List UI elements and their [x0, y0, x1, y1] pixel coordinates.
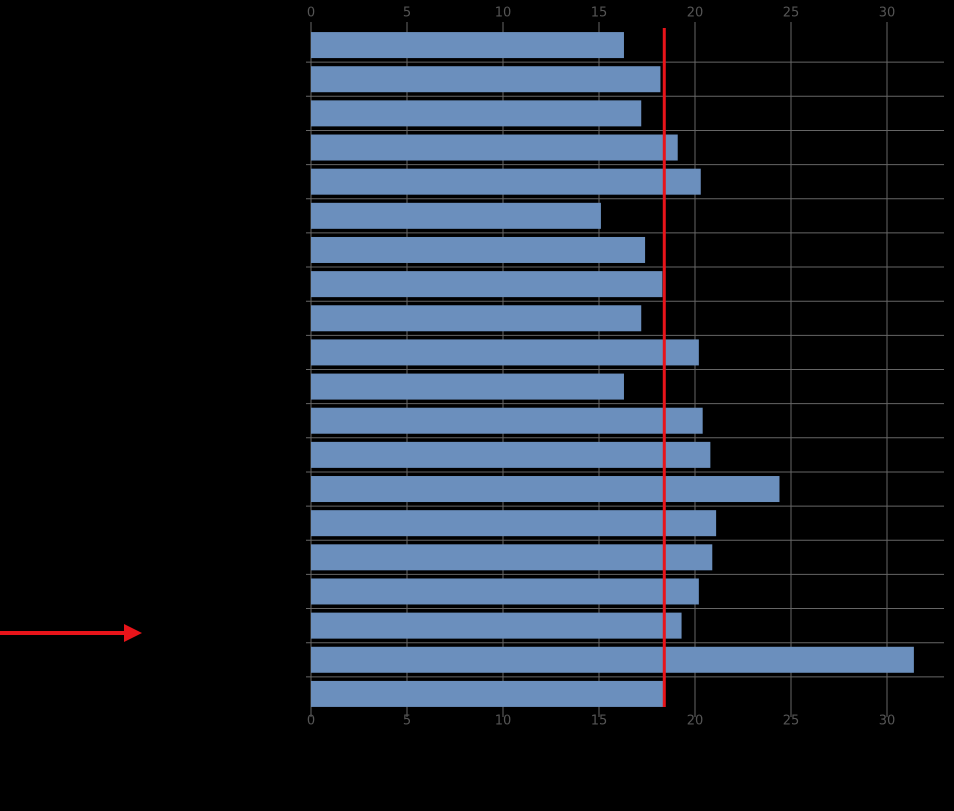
bar — [311, 271, 663, 298]
bar — [311, 100, 642, 127]
bar — [311, 441, 711, 468]
x-tick-label: 5 — [403, 6, 411, 21]
x-tick-label: 0 — [307, 6, 315, 21]
bar — [311, 646, 914, 673]
bar — [311, 32, 624, 59]
bar — [311, 168, 701, 195]
bar — [311, 202, 601, 229]
x-tick-label: 30 — [879, 6, 896, 21]
bar — [311, 407, 703, 434]
x-tick-label: 10 — [495, 714, 512, 729]
x-tick-label: 30 — [879, 714, 896, 729]
bar — [311, 236, 646, 263]
bar — [311, 612, 682, 639]
x-tick-label: 0 — [307, 714, 315, 729]
x-tick-label: 25 — [783, 714, 800, 729]
bar — [311, 476, 780, 503]
pointer-arrow — [0, 624, 142, 642]
bar — [311, 680, 665, 707]
bar — [311, 544, 713, 571]
x-tick-label: 20 — [687, 714, 704, 729]
x-tick-label: 20 — [687, 6, 704, 21]
bar — [311, 66, 661, 93]
x-tick-label: 10 — [495, 6, 512, 21]
bar — [311, 578, 699, 605]
bar — [311, 510, 717, 537]
x-tick-label: 15 — [591, 714, 608, 729]
bar — [311, 305, 642, 332]
x-tick-label: 25 — [783, 6, 800, 21]
bar — [311, 373, 624, 400]
x-tick-label: 15 — [591, 6, 608, 21]
bar — [311, 339, 699, 366]
bar — [311, 134, 678, 161]
arrow-head — [124, 624, 142, 642]
x-tick-label: 5 — [403, 714, 411, 729]
